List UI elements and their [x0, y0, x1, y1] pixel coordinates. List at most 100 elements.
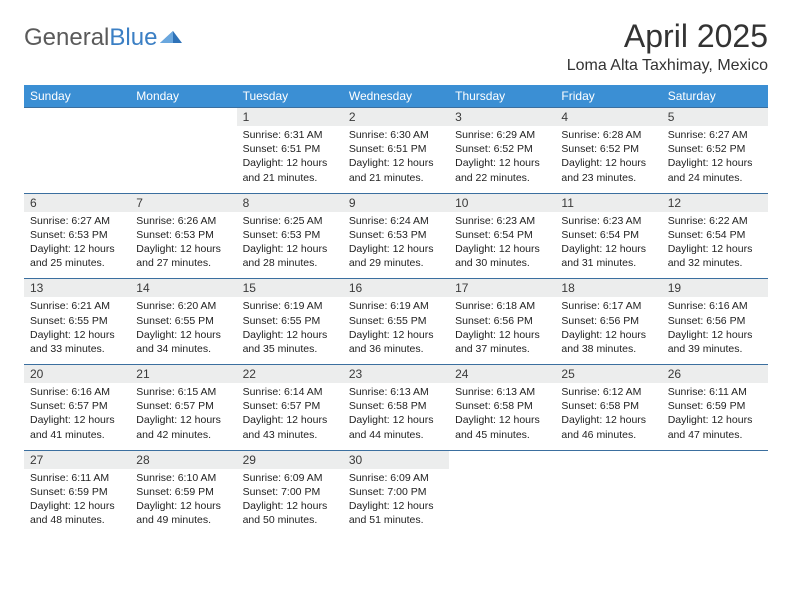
day-detail-cell: Sunrise: 6:18 AMSunset: 6:56 PMDaylight:…	[449, 297, 555, 364]
day-number-cell: 6	[24, 193, 130, 212]
detail-row: Sunrise: 6:27 AMSunset: 6:53 PMDaylight:…	[24, 212, 768, 279]
daylight-line: Daylight: 12 hours and 42 minutes.	[136, 413, 230, 441]
sunrise-line: Sunrise: 6:30 AM	[349, 128, 443, 142]
sunset-line: Sunset: 6:59 PM	[30, 485, 124, 499]
day-detail-cell: Sunrise: 6:14 AMSunset: 6:57 PMDaylight:…	[237, 383, 343, 450]
daylight-line: Daylight: 12 hours and 21 minutes.	[349, 156, 443, 184]
daylight-line: Daylight: 12 hours and 21 minutes.	[243, 156, 337, 184]
day-number-cell: 17	[449, 279, 555, 298]
daylight-line: Daylight: 12 hours and 23 minutes.	[561, 156, 655, 184]
daylight-line: Daylight: 12 hours and 29 minutes.	[349, 242, 443, 270]
day-detail-cell: Sunrise: 6:27 AMSunset: 6:53 PMDaylight:…	[24, 212, 130, 279]
day-number-cell	[24, 108, 130, 127]
sunrise-line: Sunrise: 6:24 AM	[349, 214, 443, 228]
day-detail-cell: Sunrise: 6:13 AMSunset: 6:58 PMDaylight:…	[343, 383, 449, 450]
daylight-line: Daylight: 12 hours and 46 minutes.	[561, 413, 655, 441]
month-title: April 2025	[567, 18, 768, 55]
day-number-cell: 21	[130, 365, 236, 384]
day-header: Tuesday	[237, 85, 343, 108]
day-number-cell	[555, 450, 661, 469]
sunset-line: Sunset: 6:55 PM	[243, 314, 337, 328]
daylight-line: Daylight: 12 hours and 33 minutes.	[30, 328, 124, 356]
daynum-row: 12345	[24, 108, 768, 127]
day-detail-cell	[555, 469, 661, 536]
day-detail-cell: Sunrise: 6:17 AMSunset: 6:56 PMDaylight:…	[555, 297, 661, 364]
day-number-cell: 15	[237, 279, 343, 298]
day-number-cell: 23	[343, 365, 449, 384]
day-header-row: SundayMondayTuesdayWednesdayThursdayFrid…	[24, 85, 768, 108]
day-number-cell: 14	[130, 279, 236, 298]
day-number-cell: 26	[662, 365, 768, 384]
day-number-cell: 4	[555, 108, 661, 127]
day-header: Wednesday	[343, 85, 449, 108]
detail-row: Sunrise: 6:16 AMSunset: 6:57 PMDaylight:…	[24, 383, 768, 450]
brand-part2: Blue	[109, 24, 157, 52]
day-detail-cell: Sunrise: 6:22 AMSunset: 6:54 PMDaylight:…	[662, 212, 768, 279]
daylight-line: Daylight: 12 hours and 48 minutes.	[30, 499, 124, 527]
day-header: Thursday	[449, 85, 555, 108]
sunset-line: Sunset: 6:54 PM	[668, 228, 762, 242]
sunrise-line: Sunrise: 6:19 AM	[243, 299, 337, 313]
sunset-line: Sunset: 6:55 PM	[136, 314, 230, 328]
day-number-cell: 12	[662, 193, 768, 212]
sunrise-line: Sunrise: 6:11 AM	[30, 471, 124, 485]
day-number-cell: 19	[662, 279, 768, 298]
sunrise-line: Sunrise: 6:29 AM	[455, 128, 549, 142]
daylight-line: Daylight: 12 hours and 49 minutes.	[136, 499, 230, 527]
daylight-line: Daylight: 12 hours and 50 minutes.	[243, 499, 337, 527]
daylight-line: Daylight: 12 hours and 37 minutes.	[455, 328, 549, 356]
day-number-cell	[662, 450, 768, 469]
day-detail-cell: Sunrise: 6:23 AMSunset: 6:54 PMDaylight:…	[449, 212, 555, 279]
title-block: April 2025 Loma Alta Taxhimay, Mexico	[567, 18, 768, 75]
sunrise-line: Sunrise: 6:21 AM	[30, 299, 124, 313]
day-detail-cell: Sunrise: 6:19 AMSunset: 6:55 PMDaylight:…	[237, 297, 343, 364]
sunset-line: Sunset: 6:58 PM	[349, 399, 443, 413]
daylight-line: Daylight: 12 hours and 24 minutes.	[668, 156, 762, 184]
daynum-row: 27282930	[24, 450, 768, 469]
calendar-table: SundayMondayTuesdayWednesdayThursdayFrid…	[24, 85, 768, 535]
detail-row: Sunrise: 6:11 AMSunset: 6:59 PMDaylight:…	[24, 469, 768, 536]
day-header: Sunday	[24, 85, 130, 108]
detail-row: Sunrise: 6:31 AMSunset: 6:51 PMDaylight:…	[24, 126, 768, 193]
day-detail-cell: Sunrise: 6:26 AMSunset: 6:53 PMDaylight:…	[130, 212, 236, 279]
day-detail-cell: Sunrise: 6:21 AMSunset: 6:55 PMDaylight:…	[24, 297, 130, 364]
brand-logo: GeneralBlue	[24, 18, 182, 52]
daylight-line: Daylight: 12 hours and 38 minutes.	[561, 328, 655, 356]
sunrise-line: Sunrise: 6:16 AM	[668, 299, 762, 313]
sunrise-line: Sunrise: 6:27 AM	[30, 214, 124, 228]
day-detail-cell: Sunrise: 6:13 AMSunset: 6:58 PMDaylight:…	[449, 383, 555, 450]
day-detail-cell	[449, 469, 555, 536]
detail-row: Sunrise: 6:21 AMSunset: 6:55 PMDaylight:…	[24, 297, 768, 364]
day-detail-cell: Sunrise: 6:11 AMSunset: 6:59 PMDaylight:…	[662, 383, 768, 450]
sunset-line: Sunset: 6:51 PM	[243, 142, 337, 156]
daylight-line: Daylight: 12 hours and 30 minutes.	[455, 242, 549, 270]
day-detail-cell: Sunrise: 6:19 AMSunset: 6:55 PMDaylight:…	[343, 297, 449, 364]
day-detail-cell	[130, 126, 236, 193]
sunset-line: Sunset: 6:51 PM	[349, 142, 443, 156]
daylight-line: Daylight: 12 hours and 25 minutes.	[30, 242, 124, 270]
day-number-cell: 13	[24, 279, 130, 298]
daylight-line: Daylight: 12 hours and 34 minutes.	[136, 328, 230, 356]
day-number-cell: 2	[343, 108, 449, 127]
page-header: GeneralBlue April 2025 Loma Alta Taxhima…	[24, 18, 768, 75]
sunrise-line: Sunrise: 6:10 AM	[136, 471, 230, 485]
daynum-row: 13141516171819	[24, 279, 768, 298]
sunrise-line: Sunrise: 6:28 AM	[561, 128, 655, 142]
sunset-line: Sunset: 6:57 PM	[136, 399, 230, 413]
day-detail-cell: Sunrise: 6:24 AMSunset: 6:53 PMDaylight:…	[343, 212, 449, 279]
day-number-cell: 5	[662, 108, 768, 127]
sunset-line: Sunset: 6:54 PM	[561, 228, 655, 242]
sunrise-line: Sunrise: 6:23 AM	[455, 214, 549, 228]
daynum-row: 6789101112	[24, 193, 768, 212]
daylight-line: Daylight: 12 hours and 44 minutes.	[349, 413, 443, 441]
sunset-line: Sunset: 6:58 PM	[561, 399, 655, 413]
sunset-line: Sunset: 6:56 PM	[455, 314, 549, 328]
day-number-cell: 7	[130, 193, 236, 212]
sunrise-line: Sunrise: 6:17 AM	[561, 299, 655, 313]
sunset-line: Sunset: 6:59 PM	[668, 399, 762, 413]
day-detail-cell: Sunrise: 6:09 AMSunset: 7:00 PMDaylight:…	[237, 469, 343, 536]
calendar-body: 12345Sunrise: 6:31 AMSunset: 6:51 PMDayl…	[24, 108, 768, 536]
daylight-line: Daylight: 12 hours and 31 minutes.	[561, 242, 655, 270]
calendar-page: GeneralBlue April 2025 Loma Alta Taxhima…	[0, 0, 792, 553]
sunset-line: Sunset: 6:57 PM	[243, 399, 337, 413]
